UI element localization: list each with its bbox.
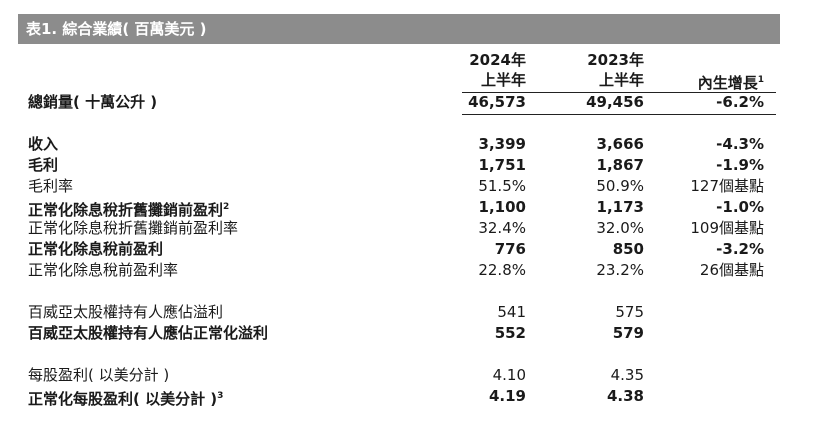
value-2024h1: 552	[494, 324, 526, 342]
table-row: 每股盈利( 以美分計 ) 4.10 4.35	[28, 365, 768, 386]
value-2024h1: 541	[497, 303, 526, 321]
row-label: 正常化除息稅折舊攤銷前盈利率	[28, 218, 238, 239]
table-row: 正常化除息稅前盈利 776 850 -3.2%	[28, 239, 768, 260]
value-2023h1: 850	[612, 240, 644, 258]
value-2024h1: 32.4%	[478, 219, 526, 237]
table-row: 百威亞太股權持有人應佔溢利 541 575	[28, 302, 768, 323]
row-label-text: 毛利	[28, 156, 59, 174]
value-2023h1: 575	[615, 303, 644, 321]
value-2024h1: 51.5%	[478, 177, 526, 195]
table-row: 正常化除息稅折舊攤銷前盈利2 1,100 1,173 -1.0%	[28, 197, 768, 221]
row-label: 正常化除息稅前盈利	[28, 239, 163, 260]
row-label: 收入	[28, 134, 58, 155]
row-label-text: 收入	[28, 135, 59, 153]
row-rule	[462, 114, 776, 115]
row-label-text: 百威亞太股權持有人應佔溢利	[28, 303, 224, 321]
value-organic-growth: 109個基點	[690, 219, 764, 237]
row-label: 毛利率	[28, 176, 73, 197]
value-2023h1: 4.38	[606, 387, 644, 405]
value-2024h1: 776	[494, 240, 526, 258]
value-2024h1: 1,751	[478, 156, 526, 174]
column-header-2023h1-year: 2023年	[587, 51, 644, 69]
column-header-organic-growth: 內生增長1	[660, 70, 764, 93]
table-row: 總銷量( 十萬公升 ) 46,573 49,456 -6.2%	[28, 92, 768, 113]
column-header-2023h1-period: 上半年	[598, 71, 644, 89]
value-2024h1: 22.8%	[478, 261, 526, 279]
row-label: 每股盈利( 以美分計 )	[28, 365, 169, 386]
column-header-2024h1-period: 上半年	[480, 71, 526, 89]
value-organic-growth: -3.2%	[716, 240, 764, 258]
row-label: 毛利	[28, 155, 58, 176]
value-2023h1: 49,456	[586, 93, 644, 111]
table-title: 表1. 綜合業績( 百萬美元 )	[18, 14, 780, 44]
value-2023h1: 1,867	[596, 156, 644, 174]
row-label: 正常化除息稅折舊攤銷前盈利2	[28, 197, 229, 221]
value-2023h1: 1,173	[596, 198, 644, 216]
value-2023h1: 3,666	[596, 135, 644, 153]
footnote-marker: 1	[757, 75, 764, 85]
table-row: 毛利率 51.5% 50.9% 127個基點	[28, 176, 768, 197]
column-header-organic-growth-label: 內生增長	[697, 74, 758, 92]
table-row: 正常化除息稅前盈利率 22.8% 23.2% 26個基點	[28, 260, 768, 281]
row-label-text: 正常化除息稅前盈利率	[28, 261, 179, 279]
value-2024h1: 46,573	[468, 93, 526, 111]
row-label-text: 百威亞太股權持有人應佔正常化溢利	[28, 324, 269, 342]
row-label-text: 每股盈利( 以美分計 )	[28, 366, 170, 384]
row-label-text: 毛利率	[28, 177, 74, 195]
row-label: 百威亞太股權持有人應佔溢利	[28, 302, 223, 323]
value-organic-growth: 26個基點	[699, 261, 764, 279]
table-row: 毛利 1,751 1,867 -1.9%	[28, 155, 768, 176]
header-rule	[462, 92, 776, 93]
value-2023h1: 23.2%	[596, 261, 644, 279]
value-2023h1: 4.35	[610, 366, 644, 384]
value-2024h1: 3,399	[478, 135, 526, 153]
column-header-2024h1: 2024年 上半年	[430, 50, 526, 90]
footnote-marker: 3	[217, 391, 224, 401]
footnote-marker: 2	[223, 202, 230, 212]
value-2024h1: 4.19	[488, 387, 526, 405]
column-header-2023h1: 2023年 上半年	[548, 50, 644, 90]
row-label-text: 正常化每股盈利( 以美分計 )	[28, 390, 218, 408]
row-label-text: 總銷量( 十萬公升 )	[28, 93, 158, 111]
value-organic-growth: -6.2%	[716, 93, 764, 111]
table-row: 正常化除息稅折舊攤銷前盈利率 32.4% 32.0% 109個基點	[28, 218, 768, 239]
value-organic-growth: -1.9%	[716, 156, 764, 174]
value-organic-growth: 127個基點	[690, 177, 764, 195]
value-2023h1: 32.0%	[596, 219, 644, 237]
value-2023h1: 579	[612, 324, 644, 342]
row-label: 百威亞太股權持有人應佔正常化溢利	[28, 323, 268, 344]
row-label-text: 正常化除息稅前盈利	[28, 240, 164, 258]
value-2024h1: 4.10	[492, 366, 526, 384]
row-label: 總銷量( 十萬公升 )	[28, 92, 157, 113]
table-row: 收入 3,399 3,666 -4.3%	[28, 134, 768, 155]
row-label-text: 正常化除息稅折舊攤銷前盈利	[28, 201, 224, 219]
table-row: 百威亞太股權持有人應佔正常化溢利 552 579	[28, 323, 768, 344]
table-row: 正常化每股盈利( 以美分計 )3 4.19 4.38	[28, 386, 768, 410]
row-label: 正常化每股盈利( 以美分計 )3	[28, 386, 223, 410]
row-label-text: 正常化除息稅折舊攤銷前盈利率	[28, 219, 239, 237]
value-organic-growth: -1.0%	[716, 198, 764, 216]
value-organic-growth: -4.3%	[716, 135, 764, 153]
value-2024h1: 1,100	[478, 198, 526, 216]
row-label: 正常化除息稅前盈利率	[28, 260, 178, 281]
value-2023h1: 50.9%	[596, 177, 644, 195]
column-header-2024h1-year: 2024年	[469, 51, 526, 69]
